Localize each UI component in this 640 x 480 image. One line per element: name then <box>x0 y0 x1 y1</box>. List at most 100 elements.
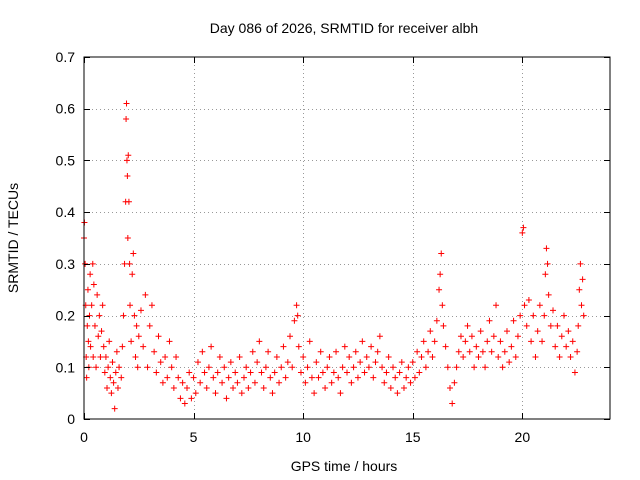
data-point <box>159 379 166 386</box>
data-point <box>124 172 131 179</box>
data-point <box>328 379 335 386</box>
data-point <box>238 390 245 397</box>
data-point <box>539 338 546 345</box>
data-point <box>324 364 331 371</box>
data-point <box>102 353 109 360</box>
data-point <box>473 343 480 350</box>
y-tick-label: 0.4 <box>56 204 76 220</box>
data-point <box>576 286 583 293</box>
x-tick-label: 20 <box>515 429 531 445</box>
data-point <box>127 302 134 309</box>
data-point <box>212 390 219 397</box>
data-point <box>155 333 162 340</box>
data-point <box>236 353 243 360</box>
data-point <box>113 348 120 355</box>
data-point <box>453 364 460 371</box>
data-point <box>108 390 115 397</box>
data-point <box>278 364 285 371</box>
data-point <box>447 384 454 391</box>
data-point <box>295 343 302 350</box>
data-point <box>577 260 584 267</box>
data-point <box>120 312 127 319</box>
data-point <box>520 224 527 231</box>
data-point <box>464 322 471 329</box>
data-point <box>91 322 98 329</box>
data-point <box>414 348 421 355</box>
x-tick-label: 0 <box>80 429 88 445</box>
data-point <box>124 235 131 241</box>
data-point <box>552 343 559 350</box>
y-tick-labels: 0 0.1 0.2 0.3 0.4 0.5 0.6 0.7 <box>56 49 76 427</box>
data-point <box>387 384 394 391</box>
data-point <box>497 338 504 345</box>
data-point <box>168 364 175 371</box>
data-point <box>506 359 513 366</box>
data-point <box>125 152 132 159</box>
data-point <box>88 302 95 309</box>
data-point <box>431 338 438 345</box>
data-point <box>225 374 232 381</box>
data-point <box>451 379 458 386</box>
data-point <box>490 333 497 340</box>
data-point <box>437 271 444 278</box>
data-point <box>455 348 462 355</box>
data-point <box>462 338 469 345</box>
data-point <box>315 374 322 381</box>
data-point <box>258 369 265 376</box>
data-point <box>319 369 326 376</box>
data-point <box>521 302 528 309</box>
data-point <box>87 343 94 350</box>
x-tick-labels: 0 5 10 15 20 <box>80 429 530 445</box>
data-point <box>87 271 94 278</box>
data-point <box>219 379 226 386</box>
data-point <box>179 379 186 386</box>
data-point <box>425 348 432 355</box>
data-point <box>341 343 348 350</box>
data-point <box>545 291 552 298</box>
data-point <box>105 364 112 371</box>
data-point <box>269 390 276 397</box>
data-point <box>194 359 201 366</box>
data-point <box>164 374 171 381</box>
data-point <box>530 312 537 319</box>
data-point <box>422 364 429 371</box>
data-point <box>370 374 377 381</box>
data-point <box>407 379 414 386</box>
data-point <box>90 353 97 360</box>
data-point <box>166 338 173 345</box>
data-point <box>394 390 401 397</box>
data-point <box>503 328 510 335</box>
data-point <box>95 333 102 340</box>
data-point <box>192 390 199 397</box>
data-point <box>580 312 587 319</box>
data-point <box>479 348 486 355</box>
data-point <box>106 338 113 345</box>
data-point <box>118 374 125 381</box>
data-point <box>208 343 215 350</box>
data-point <box>98 328 105 335</box>
data-point <box>363 353 370 360</box>
data-point <box>550 307 557 314</box>
data-point <box>216 353 223 360</box>
data-point <box>308 374 315 381</box>
data-point <box>510 317 517 324</box>
data-point <box>245 384 252 391</box>
data-point <box>210 374 217 381</box>
data-point <box>177 395 184 402</box>
data-point <box>84 322 91 329</box>
data-point <box>392 374 399 381</box>
data-point <box>175 374 182 381</box>
data-point <box>542 271 549 278</box>
x-axis-label: GPS time / hours <box>291 458 398 474</box>
data-point <box>565 328 572 335</box>
data-point <box>411 374 418 381</box>
y-tick-label: 0 <box>67 411 75 427</box>
data-point <box>109 359 116 366</box>
data-point <box>280 343 287 350</box>
data-point <box>123 157 130 164</box>
data-point <box>107 374 114 381</box>
data-point <box>444 364 451 371</box>
data-point <box>214 369 221 376</box>
data-point <box>293 302 300 309</box>
data-point <box>330 369 337 376</box>
